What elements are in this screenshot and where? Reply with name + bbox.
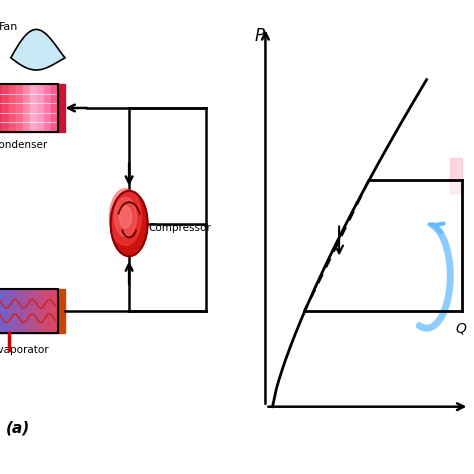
Bar: [16, 289, 23, 333]
Polygon shape: [450, 180, 462, 193]
Bar: [37, 84, 44, 132]
Circle shape: [114, 197, 137, 237]
Bar: [23, 84, 30, 132]
Bar: [23, 289, 30, 333]
Polygon shape: [450, 158, 462, 180]
Text: (a): (a): [6, 421, 30, 436]
Bar: [9, 84, 17, 132]
Bar: [58, 289, 65, 333]
Bar: [9, 289, 17, 333]
Bar: [16, 84, 23, 132]
Bar: [30, 289, 37, 333]
Bar: [2, 84, 9, 132]
Bar: [0, 289, 58, 333]
Text: Fan: Fan: [0, 22, 18, 32]
Polygon shape: [11, 29, 65, 70]
Bar: [0, 289, 3, 333]
Text: $Q$: $Q$: [455, 321, 467, 336]
Bar: [44, 84, 51, 132]
Text: $P$: $P$: [254, 27, 265, 45]
Bar: [51, 84, 58, 132]
Bar: [58, 84, 65, 132]
Text: Evaporator: Evaporator: [0, 345, 49, 355]
Bar: [2, 289, 9, 333]
Bar: [30, 84, 37, 132]
Circle shape: [110, 191, 147, 256]
Bar: [44, 289, 51, 333]
Circle shape: [119, 206, 132, 228]
Bar: [51, 289, 58, 333]
Bar: [0, 84, 3, 132]
Bar: [37, 289, 44, 333]
Circle shape: [109, 189, 141, 246]
Text: Compressor: Compressor: [149, 223, 211, 233]
Text: Condenser: Condenser: [0, 140, 47, 150]
Bar: [0, 84, 58, 132]
